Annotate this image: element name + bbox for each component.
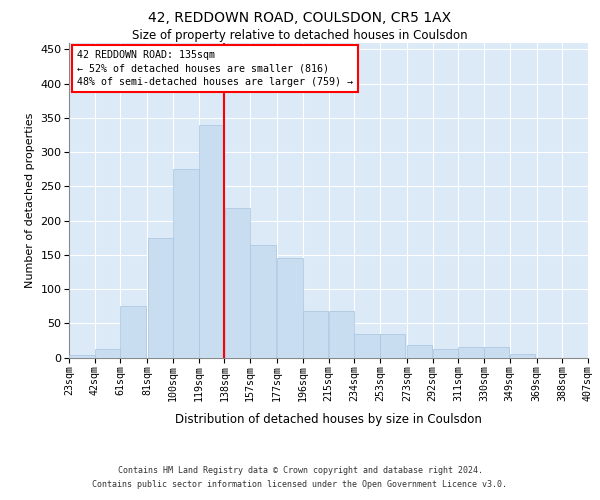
Bar — [588, 356, 600, 358]
Bar — [121, 306, 146, 358]
Text: 42, REDDOWN ROAD, COULSDON, CR5 1AX: 42, REDDOWN ROAD, COULSDON, CR5 1AX — [148, 11, 452, 25]
Text: Size of property relative to detached houses in Coulsdon: Size of property relative to detached ho… — [132, 28, 468, 42]
Bar — [510, 354, 535, 358]
Text: Distribution of detached houses by size in Coulsdon: Distribution of detached houses by size … — [175, 412, 482, 426]
Bar — [458, 347, 484, 358]
Bar — [303, 311, 328, 358]
Bar — [199, 124, 224, 358]
Y-axis label: Number of detached properties: Number of detached properties — [25, 112, 35, 288]
Bar — [433, 348, 458, 358]
Bar — [277, 258, 302, 358]
Text: Contains public sector information licensed under the Open Government Licence v3: Contains public sector information licen… — [92, 480, 508, 489]
Bar — [224, 208, 250, 358]
Bar — [148, 238, 173, 358]
Bar — [355, 334, 380, 357]
Bar — [69, 356, 95, 358]
Bar — [407, 345, 433, 358]
Bar — [250, 244, 275, 358]
Bar — [329, 311, 354, 358]
Text: 42 REDDOWN ROAD: 135sqm
← 52% of detached houses are smaller (816)
48% of semi-d: 42 REDDOWN ROAD: 135sqm ← 52% of detache… — [77, 50, 353, 87]
Text: Contains HM Land Registry data © Crown copyright and database right 2024.: Contains HM Land Registry data © Crown c… — [118, 466, 482, 475]
Bar — [380, 334, 406, 357]
Bar — [484, 347, 509, 358]
Bar — [95, 348, 120, 358]
Bar — [173, 169, 199, 358]
